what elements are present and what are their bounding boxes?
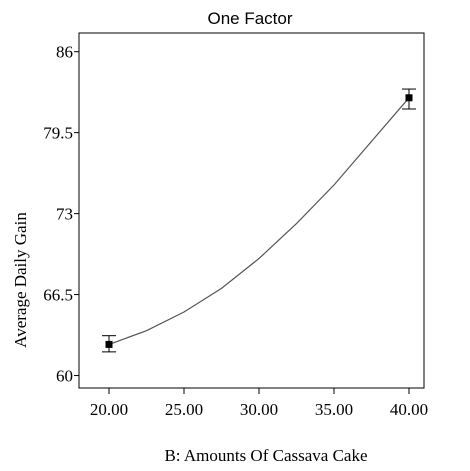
- chart-title: One Factor: [207, 9, 292, 28]
- data-point-marker: [105, 340, 113, 348]
- y-axis: 60 66.5 73 79.5 86: [43, 43, 79, 386]
- x-axis-label: B: Amounts Of Cassava Cake: [164, 446, 367, 465]
- x-tick-label: 30.00: [240, 400, 278, 419]
- x-tick-label: 25.00: [165, 400, 203, 419]
- y-tick-label: 86: [56, 43, 73, 62]
- plot-frame: [78, 32, 425, 389]
- x-tick-label: 40.00: [390, 400, 428, 419]
- y-tick-label: 73: [56, 205, 73, 224]
- y-axis-label: Average Daily Gain: [11, 212, 30, 348]
- y-tick-label: 60: [56, 367, 73, 386]
- x-tick-label: 35.00: [315, 400, 353, 419]
- data-points: [102, 88, 416, 353]
- x-axis: 20.00 25.00 30.00 35.00 40.00: [90, 388, 428, 419]
- y-tick-label: 66.5: [43, 286, 73, 305]
- data-point-marker: [405, 94, 413, 102]
- fit-curve: [108, 97, 410, 345]
- x-tick-label: 20.00: [90, 400, 128, 419]
- y-tick-label: 79.5: [43, 124, 73, 143]
